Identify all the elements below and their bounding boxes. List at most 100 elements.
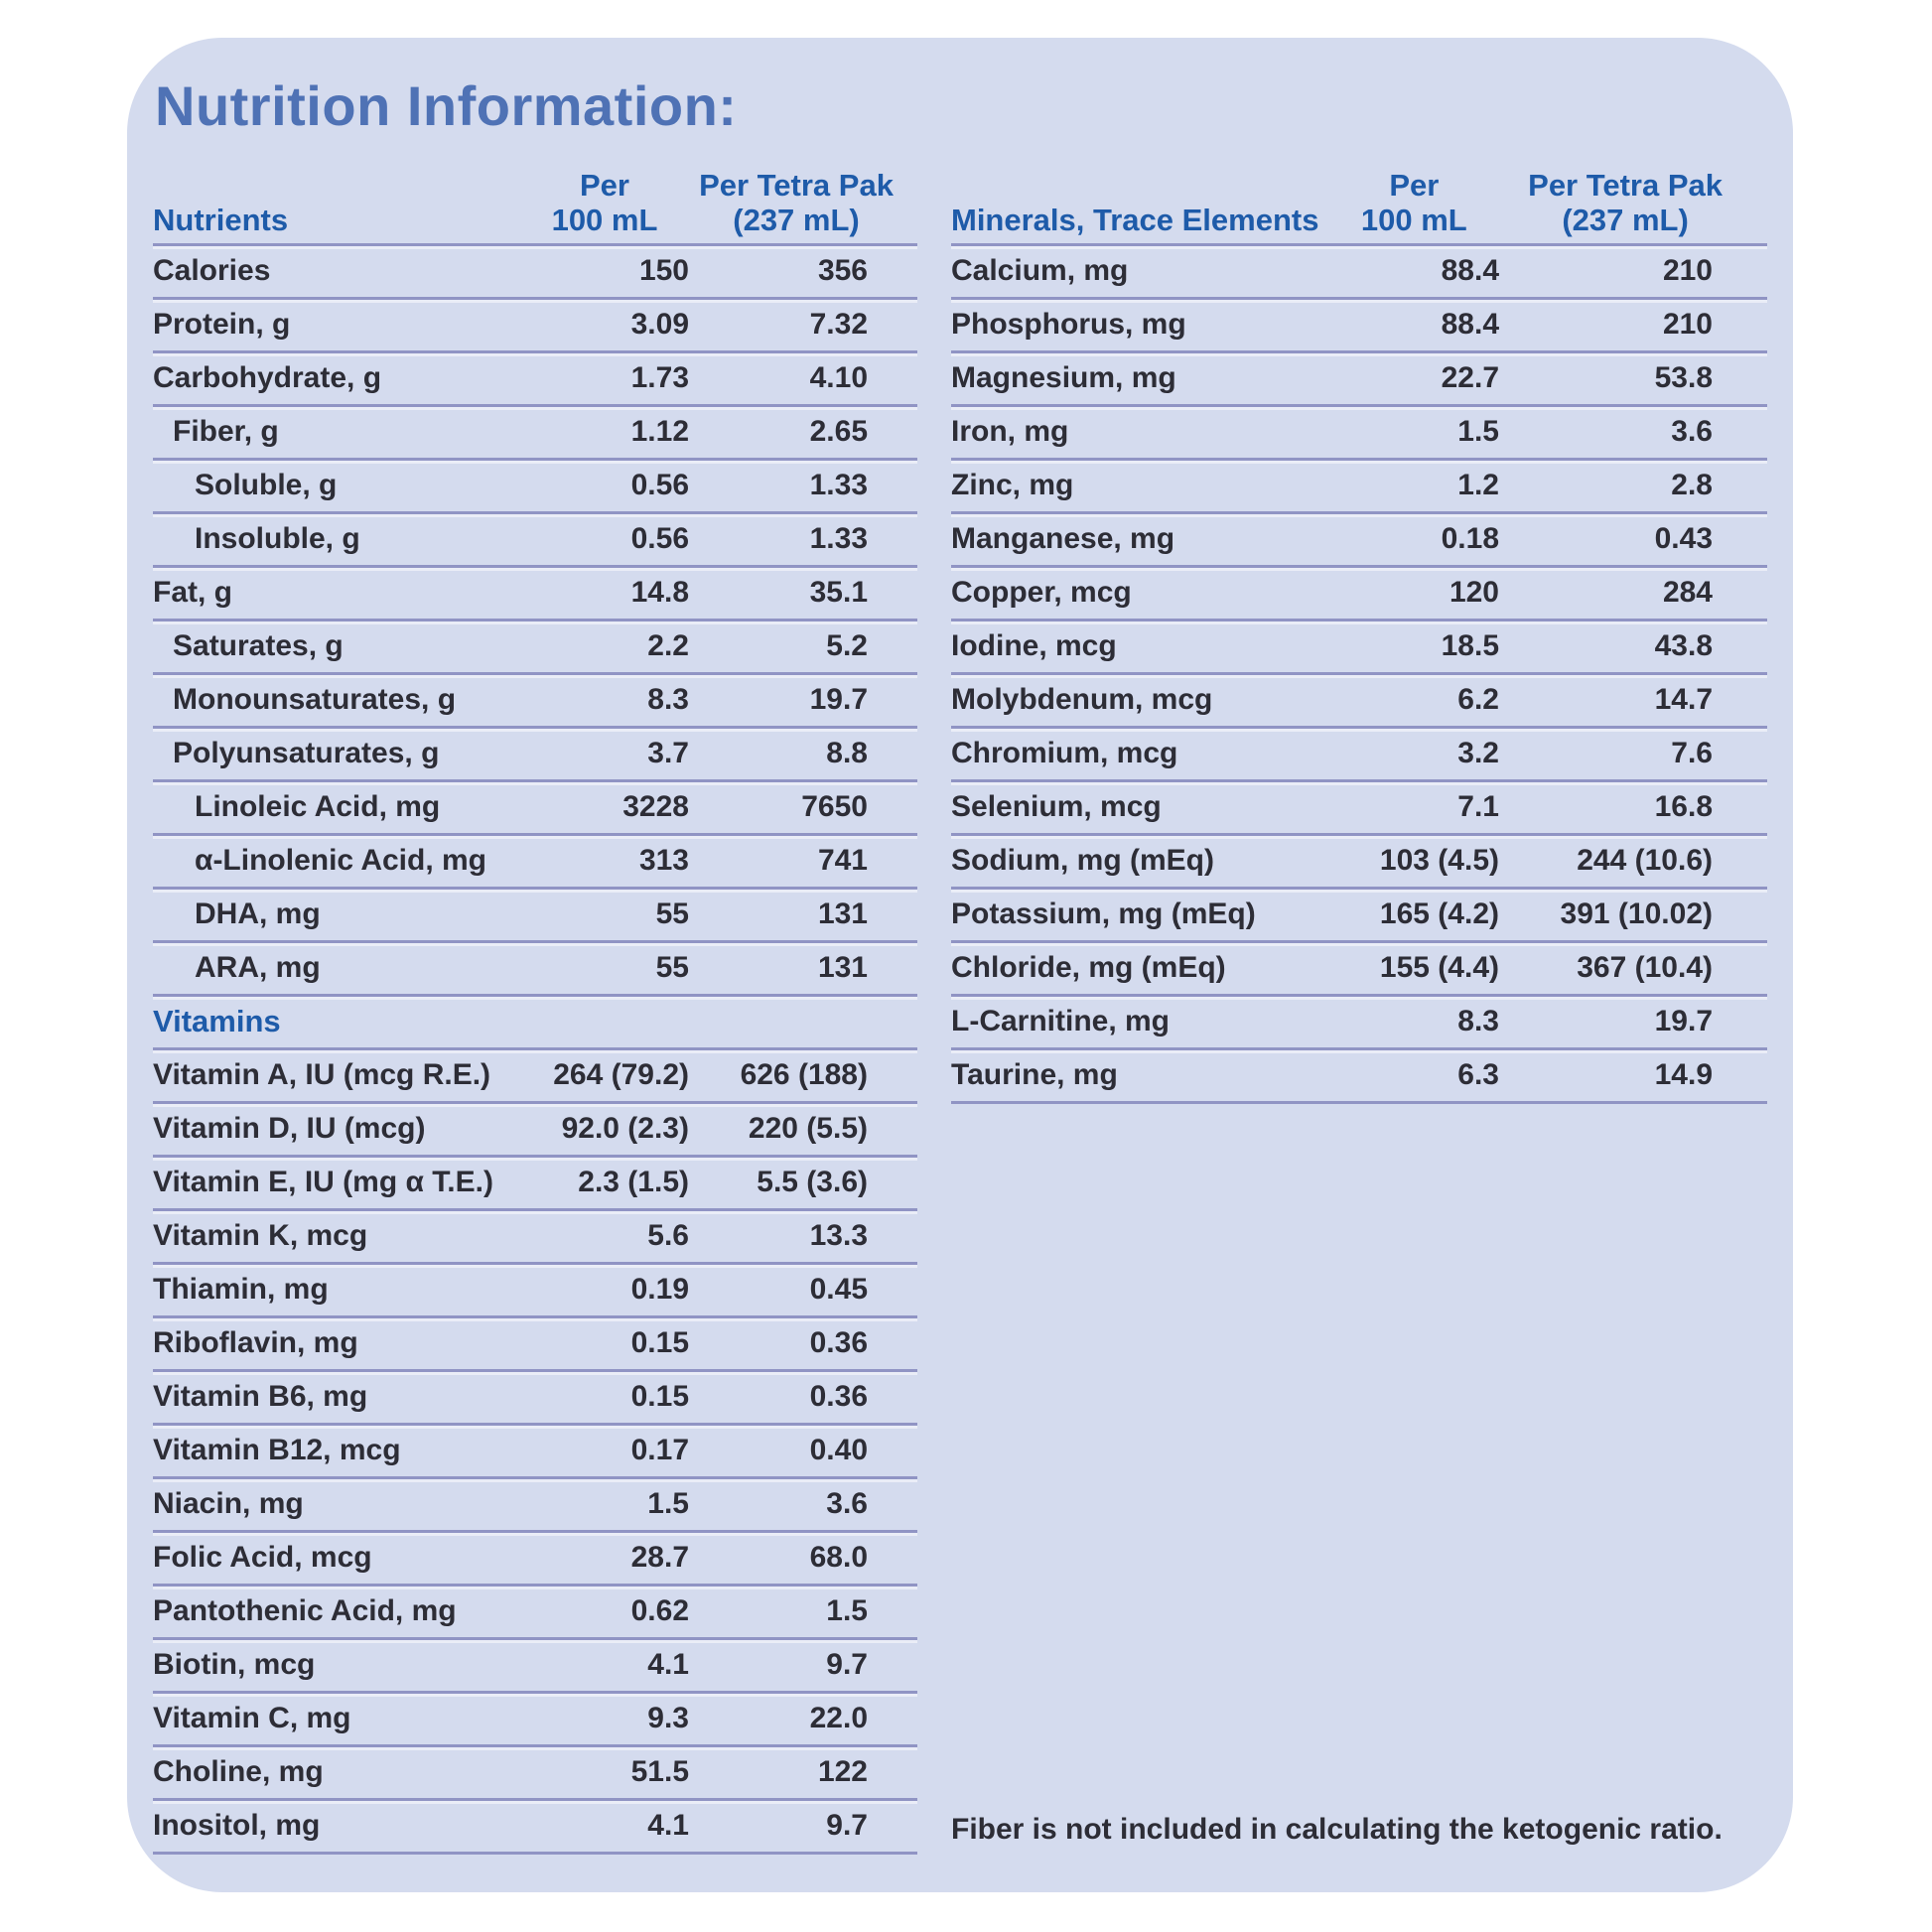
row-value-per-tetra-pak: 626 (188) <box>740 1058 868 1092</box>
row-value-per-tetra-pak: 131 <box>817 897 868 931</box>
row-value-per-100ml: 264 (79.2) <box>553 1058 689 1092</box>
row-value-per-100ml: 28.7 <box>630 1541 689 1575</box>
row-value-per-100ml: 3.09 <box>630 308 689 342</box>
row-label: Vitamin C, mg <box>153 1702 351 1735</box>
row-value-per-tetra-pak: 13.3 <box>809 1219 868 1253</box>
row-label: Choline, mg <box>153 1755 324 1789</box>
minerals-table: Minerals, Trace Elements Per 100 mL Per … <box>951 161 1767 1855</box>
row-value-per-tetra-pak: 0.45 <box>809 1273 868 1307</box>
pak-unit: (237 mL) <box>1562 202 1689 237</box>
table-row: Manganese, mg 0.18 0.43 <box>951 514 1767 568</box>
table-row: Taurine, mg 6.3 14.9 <box>951 1050 1767 1104</box>
footnote: Fiber is not included in calculating the… <box>951 1812 1723 1846</box>
row-label: Insoluble, g <box>195 522 360 556</box>
row-value-per-tetra-pak: 220 (5.5) <box>748 1112 868 1146</box>
row-value-per-100ml: 88.4 <box>1441 254 1499 288</box>
row-value-per-tetra-pak: 131 <box>817 951 868 985</box>
table-row: ARA, mg 55 131 <box>153 943 917 997</box>
row-label: Biotin, mcg <box>153 1648 316 1682</box>
row-label: Vitamin B12, mcg <box>153 1434 401 1467</box>
row-value-per-tetra-pak: 53.8 <box>1654 361 1713 395</box>
table-row: Vitamin K, mcg 5.6 13.3 <box>153 1211 917 1265</box>
table-row: Selenium, mcg 7.1 16.8 <box>951 782 1767 836</box>
row-label: Sodium, mg (mEq) <box>951 844 1214 878</box>
row-value-per-100ml: 88.4 <box>1441 308 1499 342</box>
row-value-per-100ml: 1.5 <box>647 1487 689 1521</box>
table-row: Saturates, g 2.2 5.2 <box>153 621 917 675</box>
row-label: Monounsaturates, g <box>173 683 457 717</box>
row-value-per-100ml: 7.1 <box>1457 790 1499 824</box>
minerals-table-body: Calcium, mg 88.4 210 Phosphorus, mg 88.4 210 M… <box>951 246 1767 1104</box>
row-value-per-100ml: 4.1 <box>647 1809 689 1843</box>
table-row: Sodium, mg (mEq) 103 (4.5) 244 (10.6) <box>951 836 1767 890</box>
row-value-per-100ml: 6.3 <box>1457 1058 1499 1092</box>
table-row: Phosphorus, mg 88.4 210 <box>951 300 1767 353</box>
row-value-per-100ml: 0.62 <box>630 1594 689 1628</box>
row-value-per-100ml: 2.2 <box>647 629 689 663</box>
row-label: Iodine, mcg <box>951 629 1117 663</box>
table-row: Folic Acid, mcg 28.7 68.0 <box>153 1533 917 1587</box>
row-value-per-100ml: 0.17 <box>630 1434 689 1467</box>
row-value-per-100ml: 14.8 <box>630 576 689 610</box>
table-row: Fiber, g 1.12 2.65 <box>153 407 917 461</box>
row-label: DHA, mg <box>195 897 321 931</box>
row-value-per-tetra-pak: 5.5 (3.6) <box>757 1166 868 1199</box>
table-row: Monounsaturates, g 8.3 19.7 <box>153 675 917 729</box>
row-value-per-100ml: 55 <box>655 951 689 985</box>
row-label: Vitamin D, IU (mcg) <box>153 1112 426 1146</box>
table-row: Choline, mg 51.5 122 <box>153 1747 917 1801</box>
section-label: Vitamins <box>153 1004 281 1039</box>
column-header-nutrients: Nutrients <box>153 202 289 237</box>
row-value-per-100ml: 55 <box>655 897 689 931</box>
row-value-per-100ml: 8.3 <box>1457 1005 1499 1038</box>
table-row: Molybdenum, mcg 6.2 14.7 <box>951 675 1767 729</box>
nutrients-table: Nutrients Per 100 mL Per Tetra Pak (237 … <box>153 161 917 1855</box>
table-row: Soluble, g 0.56 1.33 <box>153 461 917 514</box>
row-label: Zinc, mg <box>951 469 1074 502</box>
row-value-per-tetra-pak: 5.2 <box>826 629 868 663</box>
row-value-per-100ml: 22.7 <box>1441 361 1499 395</box>
row-value-per-tetra-pak: 19.7 <box>809 683 868 717</box>
row-value-per-tetra-pak: 43.8 <box>1654 629 1713 663</box>
row-label: Vitamin K, mcg <box>153 1219 368 1253</box>
row-value-per-tetra-pak: 122 <box>817 1755 868 1789</box>
row-value-per-100ml: 5.6 <box>647 1219 689 1253</box>
row-value-per-tetra-pak: 7.32 <box>809 308 868 342</box>
row-value-per-tetra-pak: 0.40 <box>809 1434 868 1467</box>
table-row: Carbohydrate, g 1.73 4.10 <box>153 353 917 407</box>
row-value-per-tetra-pak: 68.0 <box>809 1541 868 1575</box>
row-value-per-tetra-pak: 9.7 <box>826 1648 868 1682</box>
row-label: Copper, mcg <box>951 576 1132 610</box>
row-label: Taurine, mg <box>951 1058 1118 1092</box>
row-label: Protein, g <box>153 308 291 342</box>
row-value-per-tetra-pak: 2.65 <box>809 415 868 449</box>
row-value-per-100ml: 3228 <box>622 790 689 824</box>
table-row: Potassium, mg (mEq) 165 (4.2) 391 (10.02) <box>951 890 1767 943</box>
column-header-per-tetra-pak: Per Tetra Pak (237 mL) <box>689 168 917 237</box>
row-value-per-100ml: 1.2 <box>1457 469 1499 502</box>
row-value-per-100ml: 0.18 <box>1441 522 1499 556</box>
table-row: Linoleic Acid, mg 3228 7650 <box>153 782 917 836</box>
row-value-per-100ml: 313 <box>638 844 689 878</box>
row-value-per-tetra-pak: 7.6 <box>1671 737 1713 770</box>
table-row: Copper, mcg 120 284 <box>951 568 1767 621</box>
row-label: Vitamin B6, mg <box>153 1380 368 1414</box>
table-row: L-Carnitine, mg 8.3 19.7 <box>951 997 1767 1050</box>
row-label: α-Linolenic Acid, mg <box>195 844 487 878</box>
row-label: Selenium, mcg <box>951 790 1162 824</box>
per-label: Per <box>580 168 629 204</box>
row-value-per-tetra-pak: 244 (10.6) <box>1577 844 1713 878</box>
row-value-per-tetra-pak: 14.7 <box>1654 683 1713 717</box>
nutrition-card: Nutrition Information: Nutrients Per 100… <box>127 38 1793 1892</box>
table-row: Iron, mg 1.5 3.6 <box>951 407 1767 461</box>
table-row: Vitamin B12, mcg 0.17 0.40 <box>153 1426 917 1479</box>
pak-unit: (237 mL) <box>733 202 860 237</box>
row-label: Carbohydrate, g <box>153 361 382 395</box>
table-row: Fat, g 14.8 35.1 <box>153 568 917 621</box>
row-value-per-tetra-pak: 14.9 <box>1654 1058 1713 1092</box>
row-value-per-100ml: 8.3 <box>647 683 689 717</box>
row-label: Pantothenic Acid, mg <box>153 1594 457 1628</box>
row-value-per-tetra-pak: 741 <box>817 844 868 878</box>
per-unit: 100 mL <box>551 202 658 237</box>
row-value-per-tetra-pak: 9.7 <box>826 1809 868 1843</box>
